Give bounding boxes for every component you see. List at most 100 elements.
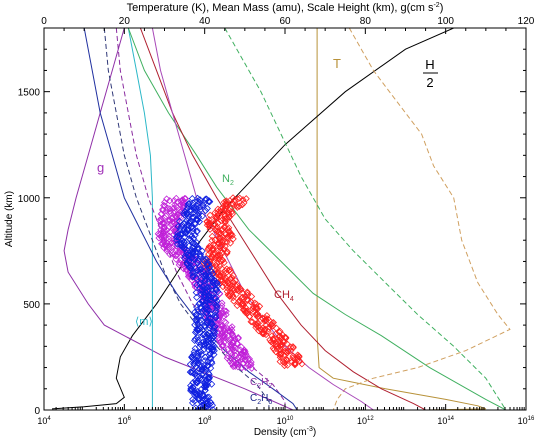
label-m: ⟨m⟩	[135, 316, 153, 328]
y-tick-label: 1000	[18, 194, 41, 205]
scatter-point	[211, 311, 220, 319]
top-tick-label: 120	[518, 16, 535, 27]
scatter-point	[197, 252, 205, 260]
label-C2H2: C2H2	[250, 377, 272, 390]
scatter-point	[223, 281, 231, 289]
scatter-point	[203, 374, 212, 382]
scatter-point	[224, 337, 233, 345]
scatter-point	[191, 219, 199, 227]
scatter-point	[212, 314, 220, 322]
scatter-point	[175, 261, 183, 269]
scatter-point	[192, 379, 200, 387]
label-T: T	[333, 56, 341, 71]
scatter-point	[228, 360, 236, 368]
label-H-den: 2	[426, 75, 433, 90]
scatter-point	[205, 299, 214, 307]
scatter-point	[238, 364, 246, 372]
scatter-point	[282, 348, 290, 356]
scatter-point	[191, 336, 199, 345]
scatter-point	[289, 352, 297, 360]
scatter-point	[291, 360, 299, 368]
scatter-point	[234, 360, 242, 368]
y-tick-label: 0	[34, 406, 40, 417]
scatter-point	[226, 266, 234, 274]
scatter-point	[188, 265, 196, 273]
series-line-magenta_solid	[151, 28, 374, 410]
scatter-point	[232, 352, 240, 360]
scatter-point	[158, 219, 166, 227]
scatter-point	[155, 234, 163, 242]
scatter-point	[208, 316, 216, 324]
scatter-point	[189, 224, 197, 232]
series-line-blue_solid	[83, 28, 298, 410]
scatter-point	[246, 361, 255, 369]
scatter-point	[192, 390, 200, 399]
scatter-point	[229, 294, 237, 302]
scatter-point	[224, 352, 232, 360]
scatter-point	[194, 245, 202, 253]
scatter-point	[248, 318, 257, 326]
scatter-point	[232, 290, 240, 298]
scatter-point	[206, 225, 214, 233]
scatter-point	[172, 255, 180, 263]
scatter-point	[205, 324, 214, 332]
scatter-point	[252, 322, 261, 330]
scatter-point	[209, 343, 217, 351]
scatter-group-CH4_obs	[200, 194, 306, 370]
scatter-point	[207, 255, 215, 263]
bottom-tick-label: 1014	[437, 416, 454, 426]
scatter-point	[186, 360, 194, 368]
scatter-point	[192, 317, 201, 325]
series-line-N2_dash	[224, 28, 507, 410]
scatter-point	[160, 244, 168, 252]
scatter-point	[189, 399, 197, 407]
scatter-point	[197, 316, 205, 324]
scatter-point	[196, 250, 205, 258]
scatter-point	[242, 309, 250, 317]
scatter-point	[207, 322, 215, 330]
scatter-point	[188, 269, 197, 277]
scatter-point	[220, 333, 228, 342]
scatter-point	[225, 224, 233, 232]
scatter-point	[189, 209, 197, 218]
scatter-point	[187, 262, 196, 270]
scatter-point	[160, 234, 168, 242]
scatter-point	[208, 380, 216, 388]
scatter-point	[229, 278, 237, 286]
scatter-point	[211, 226, 220, 234]
scatter-point	[258, 329, 267, 338]
label-N2: N2	[222, 173, 234, 187]
scatter-point	[200, 291, 208, 299]
scatter-point	[238, 201, 246, 209]
scatter-point	[260, 330, 268, 338]
scatter-point	[191, 321, 199, 329]
y-tick-label: 500	[23, 300, 40, 311]
label-H-num: H	[425, 57, 434, 72]
scatter-point	[193, 197, 202, 205]
scatter-point	[205, 370, 213, 379]
series-line-g	[63, 28, 294, 410]
scatter-point	[173, 233, 181, 241]
scatter-point	[248, 364, 256, 372]
scatter-point	[193, 293, 201, 301]
bottom-tick-label: 1016	[518, 416, 535, 426]
scatter-point	[210, 347, 218, 355]
scatter-point	[298, 360, 306, 368]
scatter-point	[201, 321, 209, 330]
scatter-point	[179, 230, 187, 238]
scatter-point	[213, 223, 221, 231]
scatter-point	[199, 397, 207, 405]
scatter-point	[238, 300, 246, 308]
scatter-point	[262, 317, 270, 325]
scatter-point	[203, 261, 211, 269]
scatter-point	[181, 252, 189, 260]
scatter-point	[173, 236, 181, 244]
scatter-point	[208, 401, 216, 409]
scatter-point	[189, 239, 198, 247]
scatter-point	[202, 275, 210, 283]
scatter-point	[265, 323, 273, 331]
scatter-point	[195, 270, 203, 278]
scatter-point	[196, 262, 204, 270]
scatter-point	[207, 331, 215, 340]
scatter-point	[177, 197, 185, 205]
